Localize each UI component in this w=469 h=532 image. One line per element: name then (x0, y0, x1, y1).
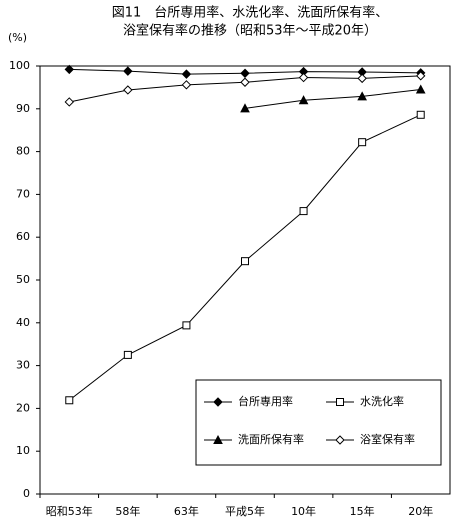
data-point (241, 257, 249, 266)
legend-label: 水洗化率 (360, 394, 404, 408)
series-line (244, 89, 421, 109)
y-tick-label: 80 (16, 145, 30, 158)
data-point (240, 103, 250, 113)
legend-marker (335, 435, 345, 445)
legend-marker (213, 434, 223, 444)
y-tick-label: 40 (16, 316, 30, 329)
y-tick-label: 0 (23, 487, 30, 500)
data-point (64, 97, 74, 107)
x-tick-label: 10年 (291, 504, 316, 518)
y-tick-label: 30 (16, 359, 30, 372)
data-point (358, 138, 367, 147)
data-point (182, 321, 191, 330)
data-point (416, 71, 426, 81)
data-point (416, 110, 425, 119)
legend-label: 台所専用率 (238, 394, 293, 408)
data-point (65, 396, 74, 405)
x-tick-label: 58年 (115, 504, 140, 518)
data-point (123, 350, 132, 359)
y-tick-label: 10 (16, 444, 30, 457)
data-point (123, 85, 133, 95)
y-tick-label: 20 (16, 401, 30, 414)
x-tick-label: 平成5年 (225, 504, 265, 518)
data-point (181, 69, 192, 79)
y-tick-label: 100 (9, 59, 30, 72)
data-point (240, 77, 250, 87)
data-point (123, 66, 133, 76)
x-tick-label: 15年 (350, 504, 375, 518)
data-point (415, 84, 426, 94)
legend-marker (336, 398, 344, 406)
y-tick-label: 60 (16, 230, 30, 243)
y-tick-label: 70 (16, 187, 30, 200)
y-axis-label: (%) (8, 31, 27, 44)
data-point (298, 72, 309, 83)
data-point (64, 64, 74, 75)
y-tick-label: 90 (16, 102, 30, 115)
legend-marker (213, 397, 223, 407)
legend-label: 洗面所保有率 (238, 432, 304, 446)
chart-title: 図11 台所専用率、水洗化率、洗面所保有率、 (112, 5, 389, 21)
data-point (240, 68, 250, 78)
data-point (181, 80, 192, 90)
legend-box (195, 379, 442, 466)
x-tick-label: 昭和53年 (46, 504, 93, 518)
data-point (357, 91, 367, 101)
data-point (298, 95, 309, 105)
data-point (357, 73, 367, 84)
x-tick-label: 63年 (174, 504, 199, 518)
data-point (299, 207, 308, 216)
chart-title: 浴室保有率の推移（昭和53年～平成20年） (123, 23, 377, 39)
y-tick-label: 50 (16, 273, 30, 286)
x-tick-label: 20年 (408, 504, 433, 518)
legend-label: 浴室保有率 (360, 432, 415, 446)
